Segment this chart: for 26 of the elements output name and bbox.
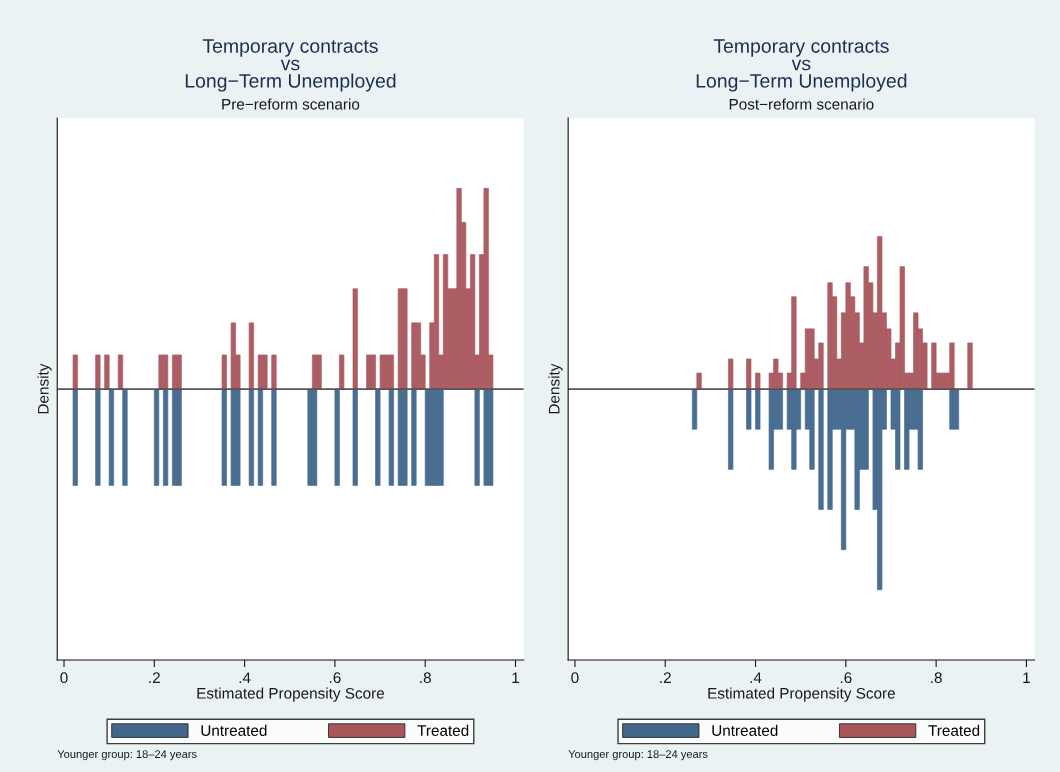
legend-label: Untreated	[712, 724, 778, 736]
x-tick-label: .2	[149, 672, 160, 683]
x-tick-label: .6	[840, 672, 852, 684]
x-tick-label: .6	[329, 672, 341, 684]
chart-subtitle: Post−reform scenario	[729, 98, 874, 110]
y-axis-title: Density	[548, 363, 563, 414]
text: Younger group: 18–24 years	[568, 750, 708, 761]
x-tick-label: 1	[1023, 672, 1030, 683]
x-tick-label: 0	[60, 672, 68, 684]
legend-label: Treated	[928, 724, 980, 736]
chart-title: Temporary contracts vs Long−Term Unemployed	[696, 39, 907, 92]
legend-label: Treated	[417, 724, 469, 736]
chart-title: Temporary contracts vs Long−Term Unemployed	[185, 39, 396, 92]
x-tick-label: .4	[750, 672, 762, 683]
legend-label: Untreated	[201, 724, 267, 736]
x-tick-label: .8	[420, 672, 431, 684]
x-tick-label: .2	[660, 672, 671, 683]
text: Younger group: 18–24 years	[57, 750, 197, 761]
x-axis-title: Estimated Propensity Score	[197, 687, 385, 702]
x-axis-title: Estimated Propensity Score	[708, 687, 895, 702]
x-tick-label: 1	[512, 672, 520, 683]
x-tick-label: .4	[239, 672, 251, 683]
x-tick-label: .8	[931, 672, 942, 684]
x-tick-label: 0	[571, 672, 579, 684]
chart-subtitle: Pre−reform scenario	[222, 98, 360, 110]
y-axis-title: Density	[37, 363, 52, 414]
